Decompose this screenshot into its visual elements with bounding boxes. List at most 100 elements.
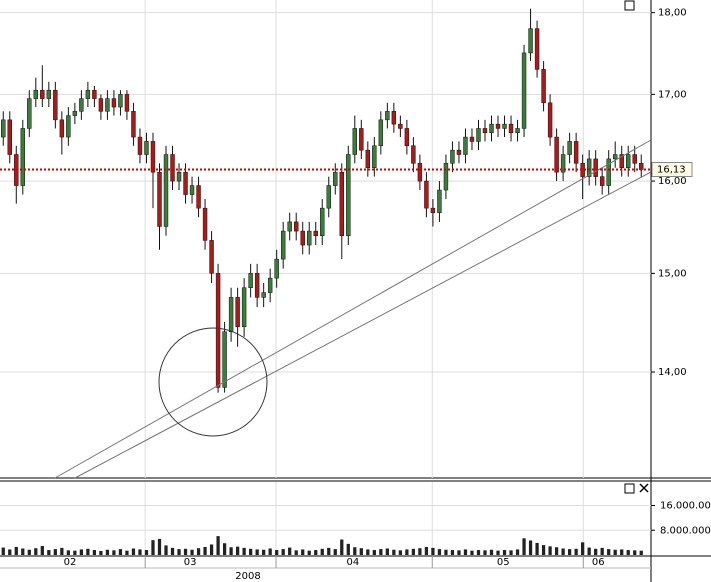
candle-body xyxy=(261,292,266,298)
volume-bar xyxy=(249,548,253,555)
volume-bar xyxy=(190,549,194,555)
candle-body xyxy=(424,180,429,209)
candle-body xyxy=(228,297,234,332)
volume-bar xyxy=(444,549,448,555)
volume-bar xyxy=(177,549,181,555)
last-price-box xyxy=(651,162,693,178)
grid xyxy=(0,0,651,555)
candle-body xyxy=(98,98,104,112)
volume-bar xyxy=(47,550,51,555)
volume-bar xyxy=(340,539,344,555)
candle-body xyxy=(469,136,475,142)
volume-bar xyxy=(431,547,435,555)
candle-body xyxy=(7,119,12,155)
candle-body xyxy=(437,189,442,213)
candle-body xyxy=(307,230,312,246)
volume-bar xyxy=(307,550,311,555)
y-tick-label: 15,00 xyxy=(658,268,687,279)
volume-bar xyxy=(379,549,383,555)
volume-bar xyxy=(333,549,337,555)
volume-bar xyxy=(320,548,324,555)
candle-body xyxy=(346,154,351,236)
candles xyxy=(1,8,644,393)
volume-bar xyxy=(405,549,409,555)
volume-bar xyxy=(294,550,298,555)
candle-body xyxy=(593,158,598,177)
volume-bar xyxy=(626,550,630,555)
candle-body xyxy=(222,331,227,388)
candle-body xyxy=(521,52,527,129)
candle-body xyxy=(378,119,384,147)
volume-bar xyxy=(144,550,149,555)
candle-body xyxy=(359,128,364,151)
volume-bar xyxy=(118,549,123,555)
candle-body xyxy=(137,136,143,155)
candle-body xyxy=(118,94,123,108)
x-tick-label: 02 xyxy=(64,557,77,568)
candle-body xyxy=(320,207,325,236)
candle-body xyxy=(391,111,397,125)
maximize-icon[interactable] xyxy=(624,0,635,11)
candle-body xyxy=(300,230,305,246)
candle-body xyxy=(515,128,520,134)
candle-body xyxy=(85,89,91,99)
volume-bar xyxy=(528,540,533,555)
volume-bar xyxy=(183,548,188,555)
candle-body xyxy=(40,89,45,99)
y-tick-label: 16,00 xyxy=(658,176,687,187)
candle-body xyxy=(294,221,299,232)
volume-bar xyxy=(112,550,116,555)
candle-body xyxy=(443,163,449,191)
volume-tick-label: 16.000.000 xyxy=(660,501,711,512)
volume-bar xyxy=(620,549,624,555)
close-icon[interactable] xyxy=(639,483,649,493)
volume-bar xyxy=(587,547,591,555)
candle-body xyxy=(248,273,253,288)
candle-body xyxy=(202,207,208,241)
maximize-icon[interactable] xyxy=(624,483,635,494)
candle-body xyxy=(124,94,130,112)
candle-body xyxy=(196,185,201,209)
volume-bar xyxy=(314,550,318,555)
candle-body xyxy=(417,163,423,182)
candle-body xyxy=(111,98,117,108)
candle-body xyxy=(189,185,195,195)
volume-bar xyxy=(301,549,305,555)
volume-bar xyxy=(567,549,572,555)
volume-bar xyxy=(288,547,292,555)
candle-body xyxy=(450,149,455,164)
y-tick-label: 14,00 xyxy=(658,367,687,378)
candle-body xyxy=(150,141,156,173)
candle-body xyxy=(560,154,566,173)
candle-body xyxy=(157,171,162,227)
circle-annotation xyxy=(158,327,268,437)
candle-body xyxy=(586,158,592,177)
candle-body xyxy=(554,136,559,173)
volume-bar xyxy=(457,550,461,555)
volume-bar xyxy=(27,549,31,555)
candle-body xyxy=(170,154,175,182)
candle-body xyxy=(59,119,65,138)
volume-bar xyxy=(398,550,402,555)
volume-bar xyxy=(40,546,44,555)
candle-body xyxy=(385,111,390,121)
volume-bar xyxy=(607,549,611,555)
volume-bar xyxy=(359,548,363,555)
candle-body xyxy=(313,230,318,236)
volume-bar xyxy=(372,550,376,555)
volume-bar xyxy=(541,545,546,555)
volume-bar xyxy=(327,547,331,555)
candle-body xyxy=(183,171,188,195)
candle-body xyxy=(612,154,618,160)
candle-body xyxy=(27,98,32,129)
volume-bar xyxy=(515,549,520,555)
candle-body xyxy=(33,89,39,99)
volume-bar xyxy=(411,548,416,555)
volume-bar xyxy=(262,549,266,555)
candle-body xyxy=(79,98,84,112)
volume-bar xyxy=(450,550,455,555)
volume-bar xyxy=(92,550,97,555)
volume-bar xyxy=(353,547,357,555)
volume-bar xyxy=(60,547,64,555)
candle-body xyxy=(352,128,357,155)
